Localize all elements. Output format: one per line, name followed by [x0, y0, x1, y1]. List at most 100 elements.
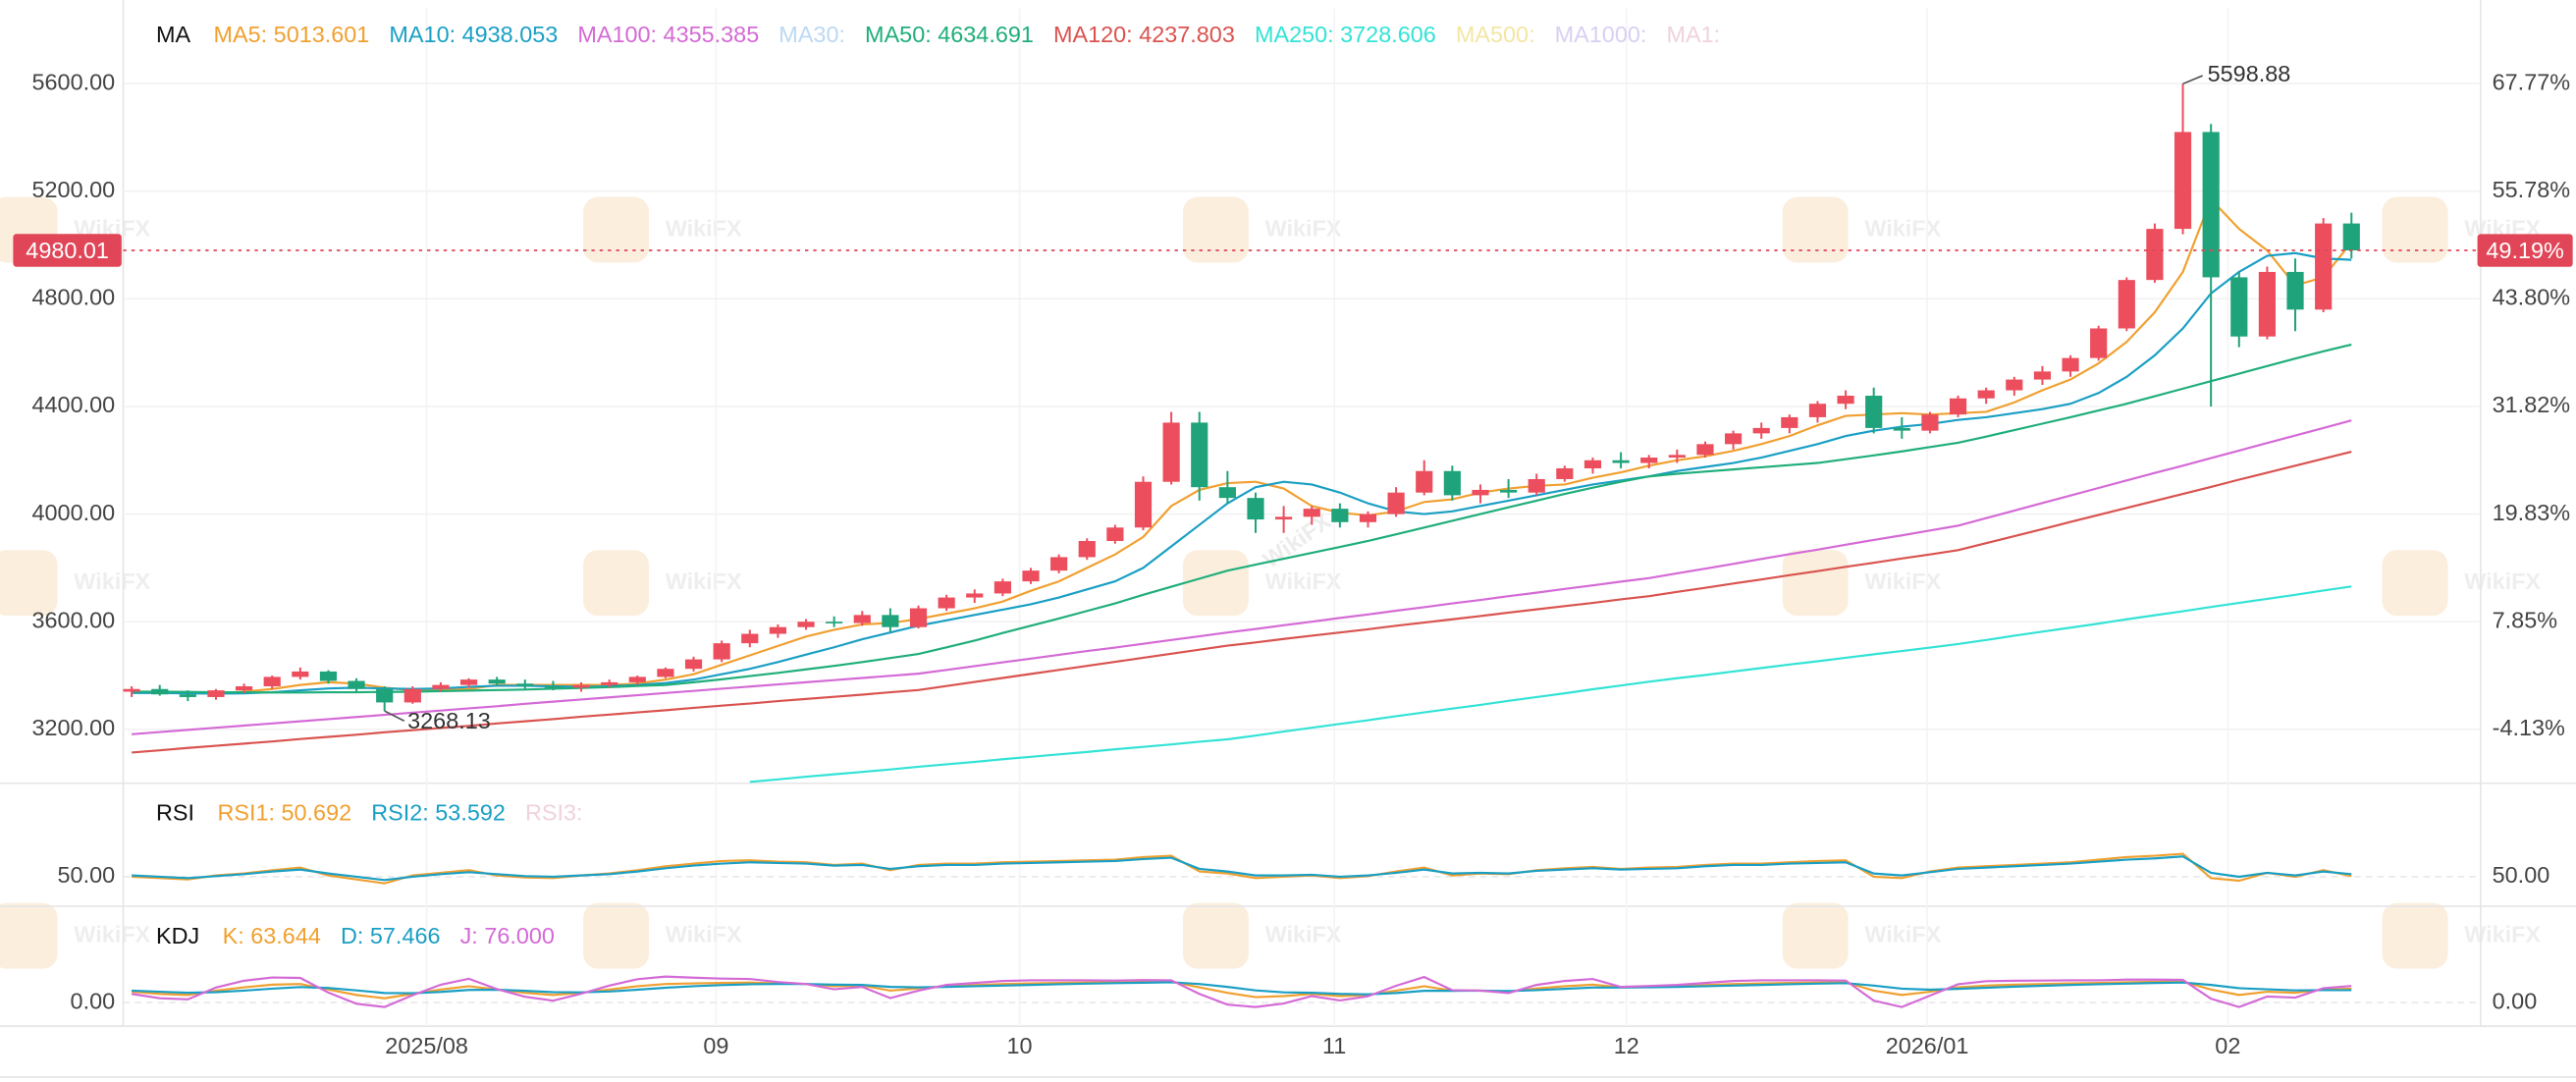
- candle-body: [1162, 422, 1180, 482]
- x-tick-label: 11: [1322, 1033, 1346, 1058]
- line-series: [749, 585, 2352, 784]
- candle-body: [1303, 509, 1320, 517]
- watermark-icon: [1782, 550, 1849, 617]
- candle-body: [319, 671, 338, 681]
- watermark-icon: [1182, 196, 1249, 263]
- watermark-text: WikiFX: [1864, 215, 1941, 241]
- annotation-leader: [2182, 75, 2203, 85]
- last-change-badge: [2477, 234, 2573, 267]
- candle-body: [1612, 460, 1630, 463]
- candle-body: [1387, 492, 1405, 514]
- candle-body: [1921, 414, 1939, 431]
- candle-body: [292, 671, 309, 677]
- watermark-icon: [1182, 902, 1249, 969]
- candle-body: [263, 676, 281, 686]
- watermark-text: WikiFX: [1265, 921, 1342, 947]
- candle-body: [1640, 458, 1658, 463]
- candle-body: [1752, 427, 1770, 434]
- candle-body: [657, 669, 674, 677]
- y2-tick-label: 7.85%: [2493, 607, 2557, 632]
- candle-body: [432, 684, 450, 689]
- y-tick-label: 4400.00: [32, 392, 116, 417]
- watermark-text: WikiFX: [666, 568, 742, 594]
- y-tick-label: 4800.00: [32, 285, 116, 310]
- candle-body: [1050, 557, 1068, 571]
- legend-title: MA: [156, 22, 191, 47]
- last-price-badge: [13, 234, 122, 267]
- candle-body: [966, 593, 984, 598]
- legend-entry: RSI3:: [525, 800, 583, 826]
- candle-body: [2174, 132, 2192, 230]
- candle-body: [2258, 271, 2276, 337]
- watermark-icon: [2382, 550, 2448, 617]
- candle-body: [1949, 398, 1967, 415]
- candle-body: [769, 626, 787, 634]
- candle-body: [348, 680, 365, 689]
- y2-tick-label: 67.77%: [2493, 69, 2570, 94]
- candle-body: [601, 681, 618, 685]
- x-tick-label: 02: [2215, 1033, 2240, 1058]
- watermark-icon: [1782, 902, 1849, 969]
- watermark-text: WikiFX: [1265, 215, 1342, 241]
- candle-body: [1500, 489, 1518, 493]
- watermark-text: WikiFX: [2464, 568, 2541, 594]
- watermark-text: WikiFX: [1864, 568, 1941, 594]
- legend-entry: K: 63.644: [223, 923, 321, 948]
- y2-tick-label: -4.13%: [2493, 715, 2565, 740]
- candle-body: [2146, 229, 2164, 281]
- candle-body: [2033, 371, 2052, 380]
- last-price-label: 4980.01: [26, 238, 109, 263]
- legend-entry: RSI2: 53.592: [371, 800, 506, 826]
- watermark-icon: [1182, 550, 1249, 617]
- candle-body: [1191, 422, 1208, 488]
- candle-body: [1275, 516, 1293, 520]
- candle-body: [2090, 328, 2108, 358]
- candle-body: [741, 633, 759, 644]
- watermark-icon: [583, 550, 650, 617]
- watermark-icon: [0, 902, 58, 969]
- watermark-icon: [583, 196, 650, 263]
- candle-body: [1443, 470, 1461, 496]
- candle-body: [1556, 468, 1574, 479]
- legend-entry: MA50: 4634.691: [865, 22, 1034, 47]
- candle-body: [1865, 396, 1883, 428]
- y-tick-label: 3600.00: [32, 607, 116, 632]
- candle-body: [1359, 514, 1377, 522]
- candle-body: [882, 615, 899, 627]
- candle-body: [1781, 416, 1798, 428]
- candle-body: [1078, 541, 1096, 558]
- watermark-text: WikiFX: [666, 921, 742, 947]
- candle-body: [1247, 498, 1264, 520]
- watermark-text: WikiFX: [74, 921, 150, 947]
- line-series: [132, 251, 2352, 695]
- candle-body: [2202, 132, 2220, 278]
- candle-body: [1022, 570, 1040, 582]
- x-tick-label: 2025/08: [385, 1033, 468, 1058]
- y2-tick-label: 19.83%: [2493, 500, 2570, 525]
- watermark-text: WikiFX: [1265, 568, 1342, 594]
- y-tick-label: 50.00: [58, 862, 116, 888]
- candle-body: [1472, 489, 1489, 496]
- candle-body: [1668, 455, 1686, 459]
- y2-tick-label: 55.78%: [2493, 177, 2570, 202]
- high-annotation: 5598.88: [2208, 61, 2291, 86]
- legend-entry: RSI1: 50.692: [217, 800, 351, 826]
- candle-body: [2342, 223, 2360, 251]
- line-series: [132, 450, 2352, 754]
- candle-body: [993, 581, 1011, 594]
- x-tick-label: 09: [703, 1033, 728, 1058]
- candle-body: [628, 676, 646, 682]
- watermark-icon: [2382, 902, 2448, 969]
- candle-body: [236, 685, 253, 691]
- candle-body: [2286, 271, 2304, 310]
- legend-entry: MA250: 3728.606: [1255, 22, 1436, 47]
- candle-body: [1837, 396, 1854, 405]
- y-tick-label: 5600.00: [32, 69, 116, 94]
- watermark-icon: [0, 550, 58, 617]
- candle-body: [1583, 460, 1602, 469]
- candle-body: [2062, 357, 2079, 372]
- candle-body: [2315, 223, 2333, 310]
